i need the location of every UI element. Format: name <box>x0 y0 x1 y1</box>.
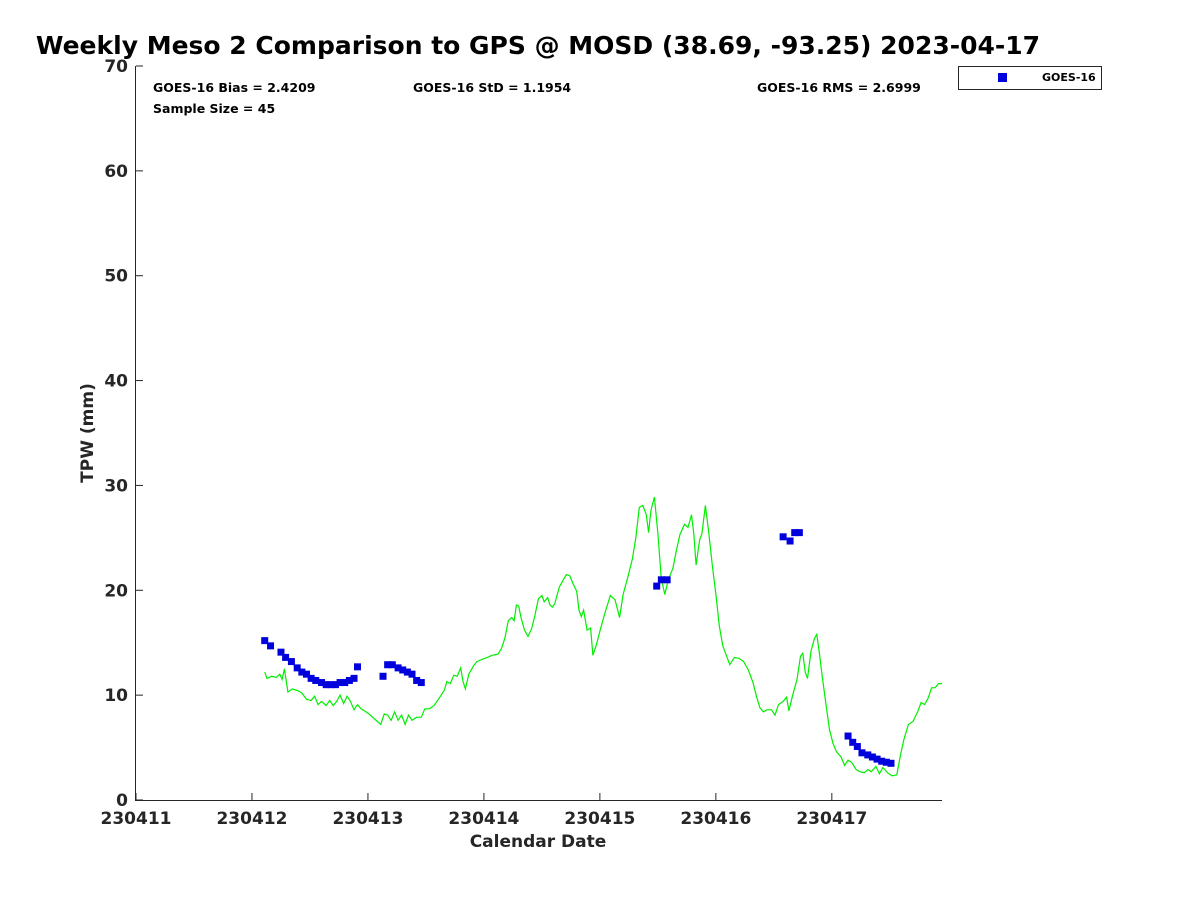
y-tick-label: 20 <box>104 581 128 601</box>
y-tick-label: 70 <box>104 57 128 77</box>
goes-point <box>864 751 872 759</box>
goes-point <box>887 759 895 767</box>
sample-size-stat: Sample Size = 45 <box>153 101 275 116</box>
goes-point <box>318 679 326 687</box>
goes-point <box>379 672 387 680</box>
goes-point <box>878 757 886 765</box>
goes-point <box>417 679 425 687</box>
y-tick-label: 30 <box>104 476 128 496</box>
goes-point <box>322 681 330 689</box>
y-tick-label: 60 <box>104 162 128 182</box>
goes-point <box>307 674 315 682</box>
goes-point <box>849 738 857 746</box>
legend-label-goes: GOES-16 <box>1042 71 1096 84</box>
goes-point <box>795 529 803 537</box>
goes-series <box>261 529 895 767</box>
y-tick-label: 0 <box>116 791 128 811</box>
goes-point <box>657 576 665 584</box>
goes-point <box>394 664 402 672</box>
x-tick-label: 230413 <box>332 809 403 829</box>
goes-point <box>293 664 301 672</box>
goes-point <box>261 637 269 645</box>
goes-point <box>312 676 320 684</box>
goes-point <box>844 732 852 740</box>
y-tick-label: 10 <box>104 686 128 706</box>
y-tick-label: 40 <box>104 372 128 392</box>
std-stat: GOES-16 StD = 1.1954 <box>413 80 571 95</box>
goes-point <box>868 753 876 761</box>
goes-point <box>413 676 421 684</box>
gps-series <box>264 496 942 777</box>
goes-point <box>298 668 306 676</box>
x-tick-label: 230417 <box>796 809 867 829</box>
goes-point <box>779 533 787 541</box>
y-tick-label: 50 <box>104 267 128 287</box>
x-tick-label: 230414 <box>448 809 519 829</box>
goes-point <box>282 653 290 661</box>
goes-point <box>653 582 661 590</box>
goes-point <box>384 661 392 669</box>
goes-point <box>853 743 861 751</box>
goes-point <box>403 668 411 676</box>
goes-point <box>345 676 353 684</box>
rms-stat: GOES-16 RMS = 2.6999 <box>757 80 921 95</box>
chart-title: Weekly Meso 2 Comparison to GPS @ MOSD (… <box>36 31 1040 60</box>
y-ticks: 0 10 20 30 40 50 60 70 <box>104 57 143 811</box>
goes-point <box>350 674 358 682</box>
legend-box <box>958 66 1102 90</box>
x-tick-label: 230415 <box>564 809 635 829</box>
goes-point <box>663 576 671 584</box>
goes-point <box>408 670 416 678</box>
x-axis-label: Calendar Date <box>470 832 607 852</box>
goes-point <box>882 758 890 766</box>
goes-point <box>388 661 396 669</box>
goes-point <box>873 755 881 763</box>
plot-area: 0 10 20 30 40 50 60 70 230411 230412 230413 230414… <box>101 57 942 829</box>
x-tick-label: 230412 <box>216 809 287 829</box>
goes-point <box>267 642 275 650</box>
goes-point <box>287 658 295 666</box>
goes-point <box>327 681 335 689</box>
goes-point <box>399 666 407 674</box>
y-axis-label: TPW (mm) <box>78 383 98 483</box>
goes-point <box>302 670 310 678</box>
goes-point <box>791 529 799 537</box>
goes-point <box>354 663 362 671</box>
goes-point <box>786 537 794 545</box>
legend-marker-goes <box>998 73 1007 82</box>
gps-line <box>264 496 942 777</box>
goes-point <box>858 749 866 757</box>
x-ticks: 230411 230412 230413 230414 230415 230416 2304… <box>101 793 867 829</box>
goes-point <box>341 679 349 687</box>
x-tick-label: 230416 <box>680 809 751 829</box>
bias-stat: GOES-16 Bias = 2.4209 <box>153 80 315 95</box>
goes-point <box>331 681 339 689</box>
goes-point <box>336 679 344 687</box>
goes-point <box>277 648 285 656</box>
x-tick-label: 230411 <box>101 809 172 829</box>
legend: GOES-16 <box>958 66 1102 90</box>
